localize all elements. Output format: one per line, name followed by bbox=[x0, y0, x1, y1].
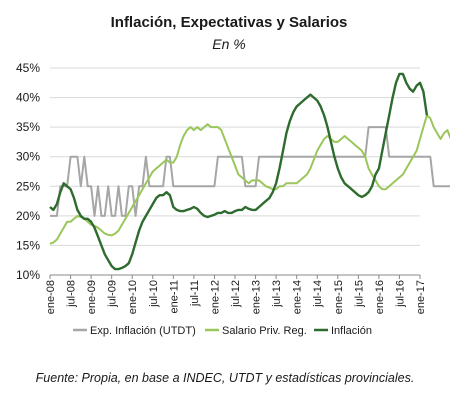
x-tick-label: jul-13 bbox=[271, 280, 283, 308]
legend: Exp. Inflación (UTDT) Salario Priv. Reg. I… bbox=[73, 325, 372, 337]
y-tick-label: 25% bbox=[16, 179, 40, 193]
legend-label-2: Salario Priv. Reg. bbox=[222, 325, 307, 337]
x-tick-label: jul-12 bbox=[230, 280, 242, 308]
y-tick-label: 30% bbox=[16, 150, 40, 164]
y-tick-label: 40% bbox=[16, 91, 40, 105]
x-tick-label: ene-08 bbox=[45, 280, 57, 314]
y-axis: 10% 15% 20% 25% 30% 35% 40% 45% bbox=[16, 61, 40, 282]
x-tick-label: jul-16 bbox=[394, 280, 406, 308]
y-tick-label: 35% bbox=[16, 120, 40, 134]
legend-label-3: Inflación bbox=[331, 325, 372, 337]
y-tick-label: 20% bbox=[16, 209, 40, 223]
x-tick-label: ene-11 bbox=[168, 280, 180, 313]
x-tick-label: ene-10 bbox=[127, 280, 139, 314]
chart-title: Inflación, Expectativas y Salarios bbox=[111, 14, 348, 31]
source-note: Fuente: Propia, en base a INDEC, UTDT y … bbox=[36, 371, 415, 385]
x-tick-label: ene-13 bbox=[251, 280, 263, 314]
y-tick-label: 10% bbox=[16, 268, 40, 282]
x-tick-label: jul-11 bbox=[189, 280, 201, 307]
grid bbox=[50, 67, 420, 276]
plot-area bbox=[49, 72, 450, 271]
series-line-1 bbox=[50, 126, 450, 217]
series-line-3 bbox=[49, 72, 429, 271]
y-tick-label: 15% bbox=[16, 238, 40, 252]
y-tick-label: 45% bbox=[16, 61, 40, 75]
series-line-2 bbox=[49, 114, 450, 245]
x-tick-label: ene-14 bbox=[292, 280, 304, 314]
x-axis: ene-08 jul-08 ene-09 jul-09 ene-10 jul-10 ene-… bbox=[45, 274, 427, 314]
x-tick-label: ene-09 bbox=[86, 280, 98, 314]
x-tick-label: ene-12 bbox=[209, 280, 221, 314]
x-tick-label: ene-16 bbox=[374, 280, 386, 314]
x-tick-label: ene-17 bbox=[415, 280, 427, 314]
legend-label-1: Exp. Inflación (UTDT) bbox=[90, 325, 196, 337]
x-tick-label: jul-09 bbox=[107, 280, 119, 308]
chart-subtitle: En % bbox=[212, 36, 245, 52]
x-tick-label: jul-10 bbox=[148, 280, 160, 308]
x-tick-label: ene-15 bbox=[333, 280, 345, 314]
x-tick-label: jul-15 bbox=[353, 280, 365, 308]
x-tick-label: jul-14 bbox=[312, 280, 324, 308]
x-tick-label: jul-08 bbox=[66, 280, 78, 308]
